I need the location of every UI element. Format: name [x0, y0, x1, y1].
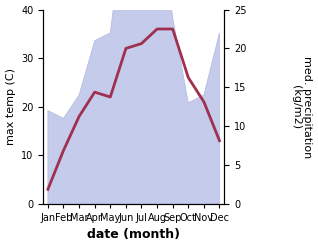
X-axis label: date (month): date (month) [87, 228, 180, 242]
Y-axis label: med. precipitation
(kg/m2): med. precipitation (kg/m2) [291, 56, 313, 158]
Y-axis label: max temp (C): max temp (C) [5, 68, 16, 145]
